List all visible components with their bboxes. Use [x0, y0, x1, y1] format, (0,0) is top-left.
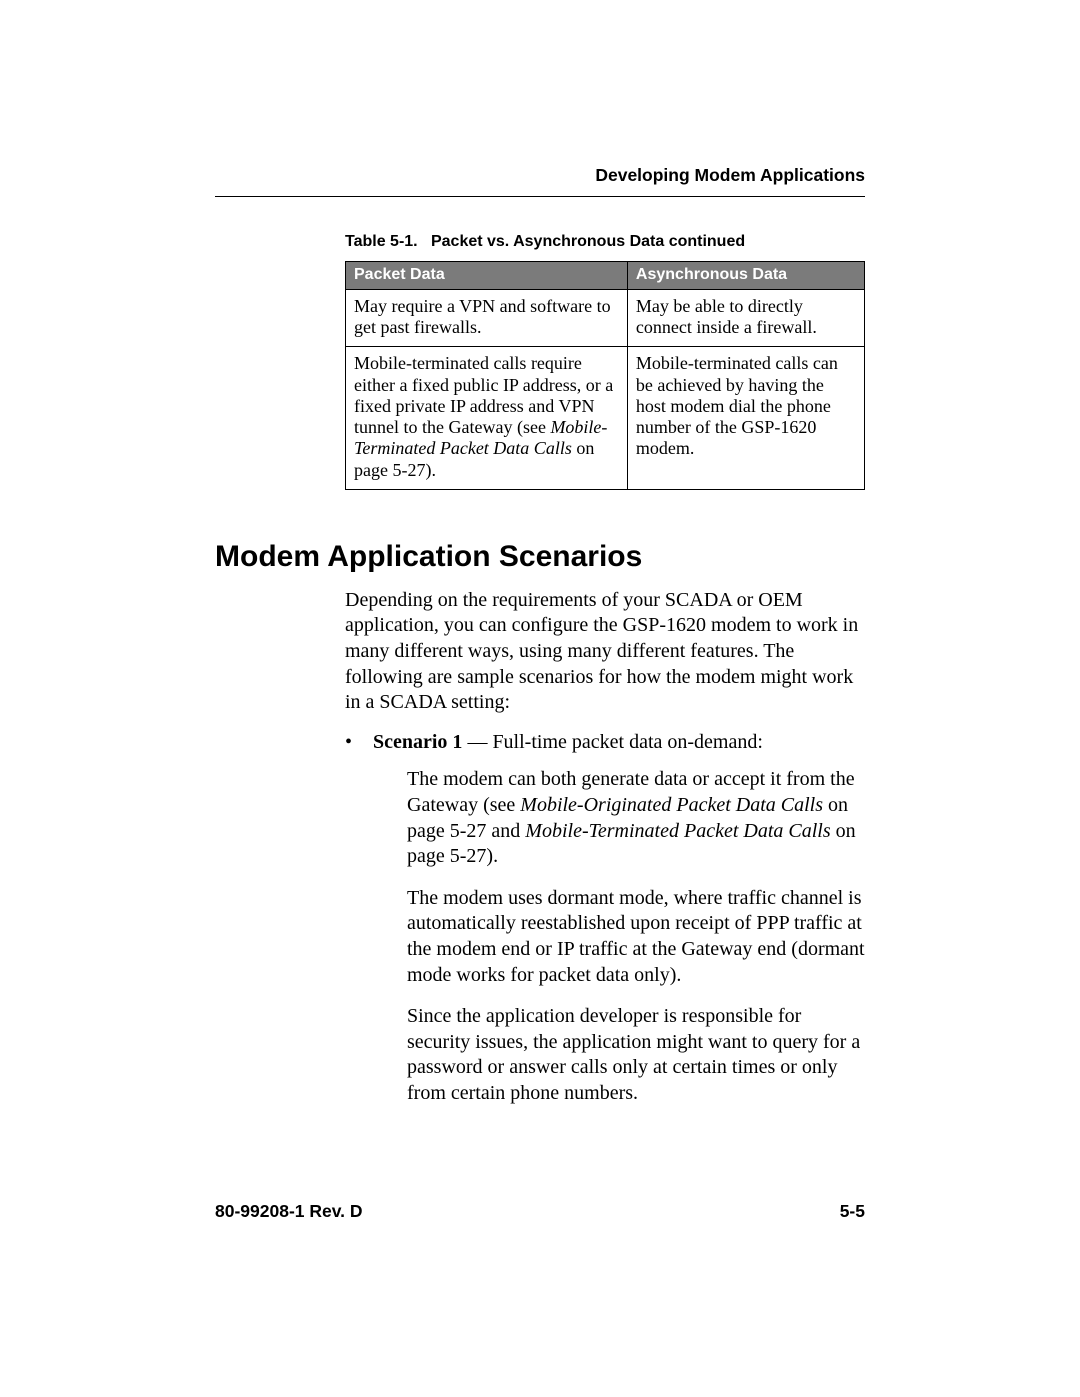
footer-line: 80-99208-1 Rev. D 5-5 — [215, 1201, 865, 1222]
cell-packet-2: Mobile-terminated calls require either a… — [346, 347, 628, 489]
col-header-packet: Packet Data — [346, 262, 628, 290]
bullet-item: • Scenario 1 — Full-time packet data on-… — [345, 730, 865, 756]
cell-packet-1: May require a VPN and software to get pa… — [346, 290, 628, 347]
header-rule — [215, 196, 865, 197]
intro-paragraph: Depending on the requirements of your SC… — [345, 588, 865, 716]
body-block: Depending on the requirements of your SC… — [345, 588, 865, 1107]
bullet-text: Scenario 1 — Full-time packet data on-de… — [373, 730, 865, 756]
section-title: Modem Application Scenarios — [215, 540, 865, 574]
scenario-para-2: The modem uses dormant mode, where traff… — [407, 886, 865, 988]
table-block: Table 5-1. Packet vs. Asynchronous Data … — [345, 233, 865, 490]
caption-title: Packet vs. Asynchronous Data continued — [431, 233, 745, 250]
table-row: May require a VPN and software to get pa… — [346, 290, 865, 347]
para-italic: Mobile-Terminated Packet Data Calls — [525, 820, 830, 842]
table-header-row: Packet Data Asynchronous Data — [346, 262, 865, 290]
comparison-table: Packet Data Asynchronous Data May requir… — [345, 261, 865, 490]
scenario-detail: The modem can both generate data or acce… — [407, 767, 865, 1106]
caption-prefix: Table 5-1. — [345, 233, 418, 250]
page-footer: 80-99208-1 Rev. D 5-5 — [215, 1195, 865, 1222]
bullet-marker: • — [345, 730, 373, 756]
col-header-async: Asynchronous Data — [627, 262, 864, 290]
running-head: Developing Modem Applications — [215, 165, 865, 186]
footer-doc-id: 80-99208-1 Rev. D — [215, 1201, 363, 1222]
cell-async-2: Mobile-terminated calls can be achieved … — [627, 347, 864, 489]
para-italic: Mobile-Originated Packet Data Calls — [520, 794, 823, 816]
table-row: Mobile-terminated calls require either a… — [346, 347, 865, 489]
cell-async-1: May be able to directly connect inside a… — [627, 290, 864, 347]
page: Developing Modem Applications Table 5-1.… — [0, 0, 1080, 1397]
table-caption: Table 5-1. Packet vs. Asynchronous Data … — [345, 233, 865, 251]
scenario-para-1: The modem can both generate data or acce… — [407, 767, 865, 869]
footer-page-number: 5-5 — [840, 1201, 865, 1222]
scenario-rest: — Full-time packet data on-demand: — [462, 731, 762, 753]
scenario-para-3: Since the application developer is respo… — [407, 1004, 865, 1106]
scenario-label: Scenario 1 — [373, 731, 462, 753]
